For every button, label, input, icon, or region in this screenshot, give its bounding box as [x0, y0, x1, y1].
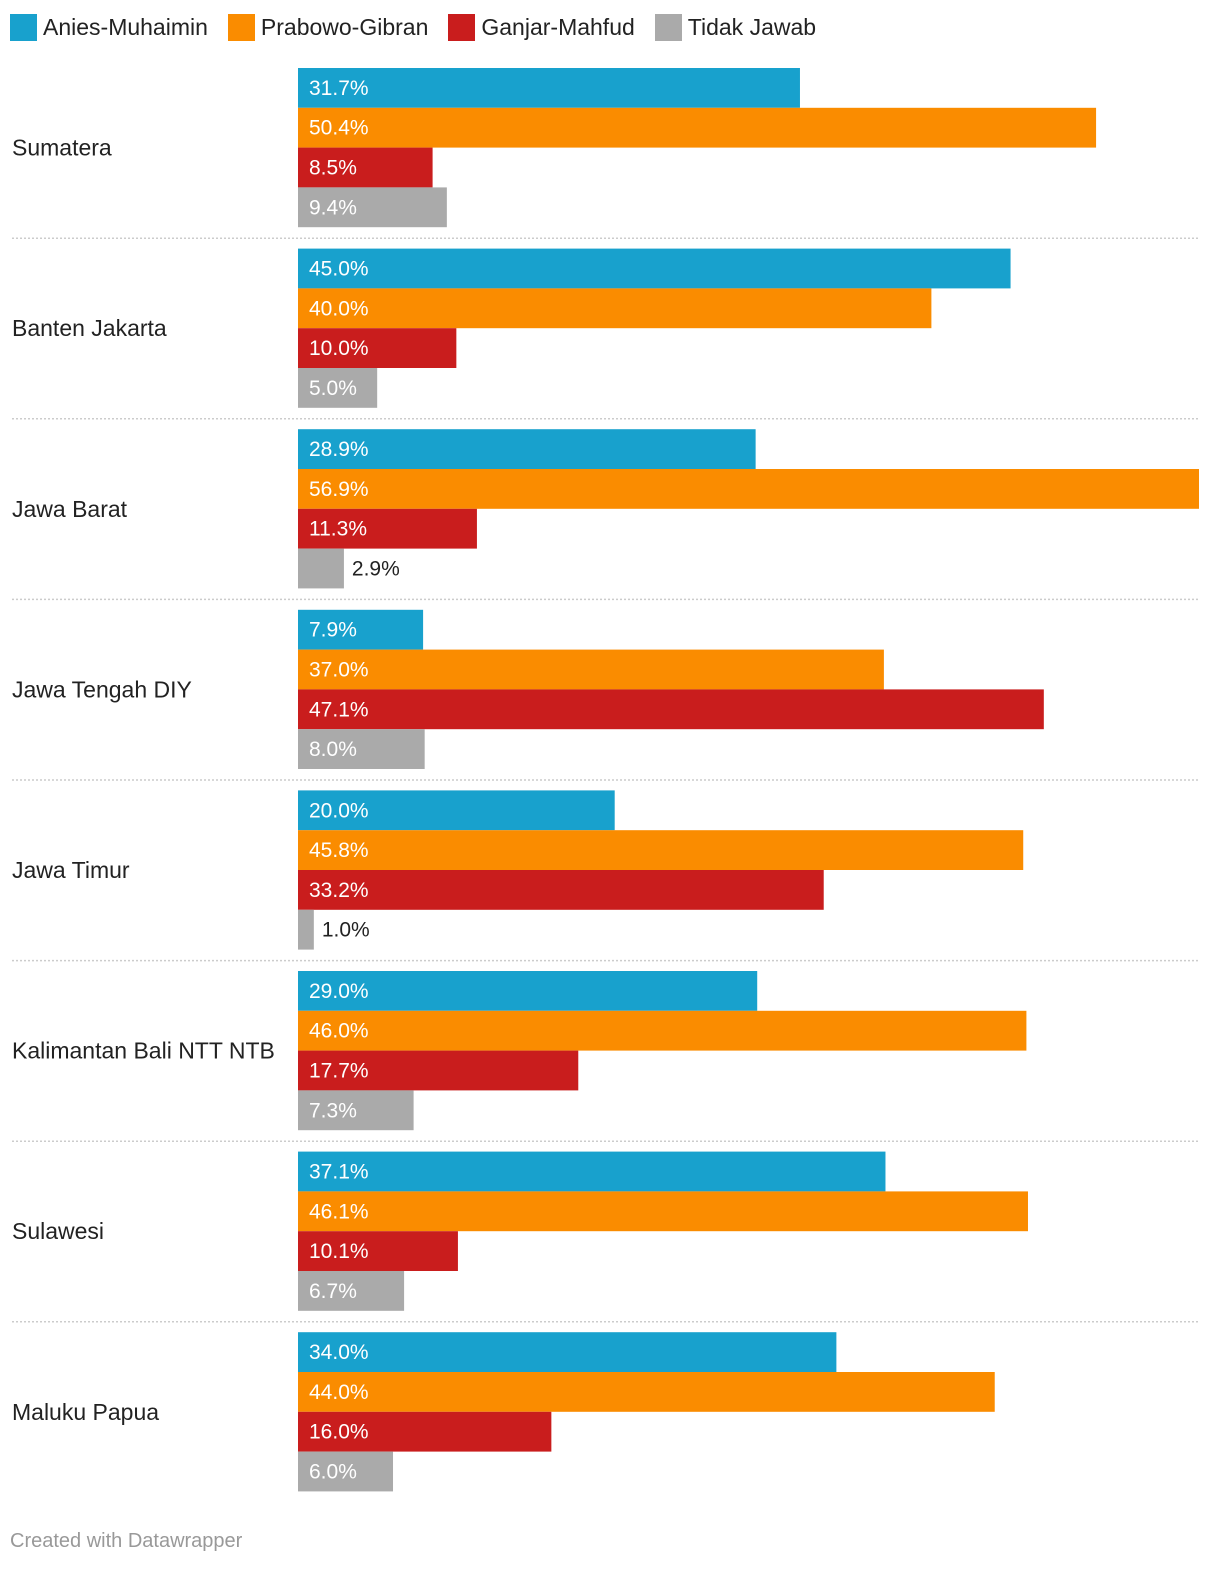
value-label: 45.0% [309, 258, 369, 281]
category-group-maluku-papua: Maluku Papua 34.0% 44.0% 16.0% 6.0% [12, 1332, 995, 1492]
category-group-kalimantan-bali-ntt-ntb: Kalimantan Bali NTT NTB 29.0% 46.0% 17.7% 7.… [12, 971, 1199, 1142]
bar-anies-muhaimin [298, 429, 756, 469]
value-label: 45.8% [309, 839, 369, 862]
value-label: 8.5% [309, 157, 357, 180]
bar-prabowo-gibran [298, 649, 884, 690]
value-label: 1.0% [322, 919, 370, 942]
bar-anies-muhaimin [298, 1332, 837, 1372]
bar-tidak-jawab [298, 187, 447, 228]
value-label: 9.4% [309, 196, 357, 219]
bar-ganjar-mahfud [298, 1231, 458, 1271]
bar-anies-muhaimin [298, 68, 800, 108]
legend-item-prabowo-gibran: Prabowo-Gibran [227, 13, 429, 41]
value-label: 8.0% [309, 738, 357, 761]
bar-ganjar-mahfud [298, 689, 1044, 730]
category-label: Sulawesi [12, 1218, 104, 1244]
value-label: 33.2% [309, 879, 369, 902]
value-label: 7.3% [309, 1099, 357, 1122]
value-label: 11.3% [309, 518, 367, 541]
legend-label: Anies-Muhaimin [43, 13, 208, 40]
legend-item-ganjar-mahfud: Ganjar-Mahfud [448, 13, 635, 41]
value-label: 2.9% [352, 558, 400, 581]
bar-tidak-jawab [298, 909, 314, 950]
bar-prabowo-gibran [298, 1010, 1027, 1051]
legend: Anies-Muhaimin Prabowo-Gibran Ganjar-Mahfu… [10, 12, 836, 42]
category-group-banten-jakarta: Banten Jakarta 45.0% 40.0% 10.0% 5.0% [12, 248, 1199, 420]
bar-prabowo-gibran [298, 1372, 995, 1412]
value-label: 29.0% [309, 980, 369, 1003]
value-label: 5.0% [309, 377, 357, 400]
legend-swatch [448, 13, 476, 41]
value-label: 10.0% [309, 337, 369, 360]
bar-tidak-jawab [298, 1451, 394, 1492]
value-label: 28.9% [309, 438, 369, 461]
bar-tidak-jawab [298, 729, 425, 769]
value-label: 46.1% [309, 1200, 369, 1223]
value-label: 20.0% [309, 799, 369, 822]
legend-label: Prabowo-Gibran [260, 13, 429, 40]
category-label: Jawa Tengah DIY [12, 676, 192, 702]
legend-swatch [654, 13, 682, 41]
bar-ganjar-mahfud [298, 508, 477, 549]
value-label: 6.7% [309, 1280, 357, 1303]
bar-anies-muhaimin [298, 248, 1011, 289]
value-label: 46.0% [309, 1020, 369, 1043]
bar-tidak-jawab [298, 548, 344, 589]
value-label: 56.9% [309, 478, 369, 501]
value-label: 31.7% [309, 77, 369, 100]
value-label: 50.4% [309, 117, 369, 140]
bar-tidak-jawab [298, 1271, 405, 1311]
category-group-sumatera: Sumatera 31.7% 50.4% 8.5% 9.4% [12, 68, 1199, 239]
category-group-jawa-barat: Jawa Barat 28.9% 56.9% 11.3% 2.9% [12, 429, 1199, 601]
value-label: 37.0% [309, 659, 369, 682]
bar-prabowo-gibran [298, 288, 932, 329]
footer-credit: Created with Datawrapper [10, 1530, 243, 1552]
bar-prabowo-gibran [298, 107, 1097, 148]
value-label: 6.0% [309, 1461, 357, 1484]
legend-swatch [227, 13, 255, 41]
bar-tidak-jawab [298, 1090, 414, 1131]
value-label: 10.1% [309, 1240, 369, 1263]
value-label: 16.0% [309, 1421, 369, 1444]
category-label: Jawa Barat [12, 496, 128, 522]
bar-ganjar-mahfud [298, 1411, 552, 1452]
category-label: Maluku Papua [12, 1399, 159, 1425]
bar-anies-muhaimin [298, 609, 424, 650]
value-label: 37.1% [309, 1161, 369, 1184]
value-label: 44.0% [309, 1381, 369, 1404]
bar-chart: Sumatera 31.7% 50.4% 8.5% 9.4% Banten Jakarta… [12, 68, 1199, 1492]
bar-anies-muhaimin [298, 1151, 886, 1192]
bar-prabowo-gibran [298, 469, 1199, 509]
category-label: Banten Jakarta [12, 315, 167, 341]
value-label: 7.9% [309, 619, 357, 642]
legend-label: Ganjar-Mahfud [481, 13, 635, 40]
category-label: Jawa Timur [12, 857, 130, 883]
category-label: Sumatera [12, 135, 112, 161]
category-group-jawa-timur: Jawa Timur 20.0% 45.8% 33.2% 1.0% [12, 790, 1199, 962]
value-label: 34.0% [309, 1341, 369, 1364]
bar-ganjar-mahfud [298, 147, 433, 188]
bar-ganjar-mahfud [298, 870, 824, 910]
legend-swatch [10, 13, 37, 41]
legend-item-anies-muhaimin: Anies-Muhaimin [10, 13, 208, 41]
legend-label: Tidak Jawab [687, 13, 817, 40]
bar-anies-muhaimin [298, 971, 758, 1011]
bar-ganjar-mahfud [298, 1050, 579, 1091]
category-group-jawa-tengah-diy: Jawa Tengah DIY 7.9% 37.0% 47.1% 8.0% [12, 609, 1199, 781]
category-group-sulawesi: Sulawesi 37.1% 46.1% 10.1% 6.7% [12, 1151, 1199, 1323]
bar-ganjar-mahfud [298, 328, 457, 368]
value-label: 47.1% [309, 698, 369, 721]
bar-tidak-jawab [298, 368, 378, 408]
value-label: 17.7% [309, 1060, 369, 1083]
bar-prabowo-gibran [298, 830, 1024, 870]
bar-anies-muhaimin [298, 790, 615, 831]
value-label: 40.0% [309, 297, 369, 320]
bar-prabowo-gibran [298, 1191, 1028, 1232]
category-label: Kalimantan Bali NTT NTB [12, 1038, 275, 1064]
legend-item-tidak-jawab: Tidak Jawab [654, 13, 817, 41]
